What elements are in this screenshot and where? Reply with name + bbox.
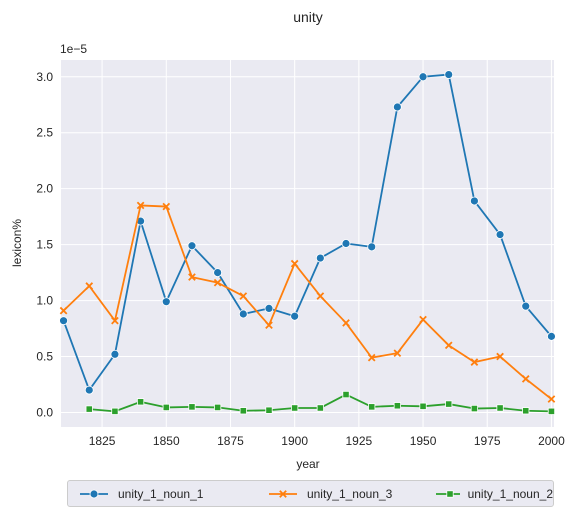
legend-label: unity_1_noun_1	[118, 486, 204, 501]
data-point	[85, 405, 93, 413]
data-point	[547, 407, 556, 415]
legend-item: unity_1_noun_2	[434, 481, 553, 506]
legend-swatch	[436, 489, 460, 498]
data-point	[341, 239, 351, 248]
data-point	[214, 403, 222, 412]
x-tick-label: 1825	[89, 434, 116, 448]
data-point	[213, 268, 223, 277]
data-point	[393, 349, 402, 357]
x-tick-label: 1950	[410, 434, 437, 448]
data-point	[110, 349, 120, 359]
data-point	[136, 201, 145, 210]
y-tick-label: 1.5	[36, 238, 53, 252]
legend-item: unity_1_noun_1	[68, 481, 267, 506]
data-point	[265, 406, 273, 414]
data-point	[188, 403, 196, 411]
y-axis-label: lexicon%	[10, 219, 24, 267]
data-point	[59, 316, 68, 326]
data-point	[290, 311, 300, 321]
data-point	[547, 395, 556, 403]
data-point	[111, 316, 119, 325]
data-point	[392, 102, 402, 112]
data-point	[316, 404, 324, 412]
data-point	[238, 309, 248, 319]
data-point	[547, 331, 556, 341]
data-point	[445, 400, 453, 408]
y-tick-label: 3.0	[36, 70, 53, 84]
data-point	[470, 196, 479, 206]
data-point	[444, 70, 454, 79]
legend-swatch	[268, 489, 297, 498]
data-point	[161, 297, 171, 307]
x-tick-label: 2000	[538, 434, 565, 448]
data-point	[188, 273, 196, 281]
x-axis-label: year	[296, 457, 319, 471]
y-tick-label: 0.5	[36, 350, 53, 364]
data-point	[316, 292, 325, 300]
legend-label: unity_1_noun_2	[467, 486, 553, 501]
data-point	[264, 303, 274, 313]
data-point	[393, 402, 401, 410]
data-point	[290, 259, 299, 268]
y-tick-label: 0.0	[36, 405, 53, 419]
data-point	[367, 242, 377, 252]
data-point	[521, 375, 530, 383]
data-point	[496, 404, 504, 412]
x-tick-label: 1925	[346, 434, 373, 448]
data-point	[187, 241, 197, 251]
legend-marker	[279, 489, 287, 498]
x-tick-label: 1900	[281, 434, 308, 448]
legend-marker	[89, 489, 99, 498]
data-point	[213, 278, 222, 287]
data-point	[265, 321, 273, 330]
legend: unity_1_noun_1 unity_1_noun_3 unity_1_noun…	[67, 480, 554, 507]
data-point	[59, 306, 68, 315]
data-point	[162, 202, 171, 211]
data-point	[495, 230, 505, 239]
data-point	[522, 407, 530, 415]
legend-marker	[446, 489, 454, 498]
x-tick-label: 1850	[153, 434, 180, 448]
x-tick-label: 1875	[217, 434, 244, 448]
data-point	[470, 358, 479, 366]
data-point	[162, 403, 170, 412]
data-point	[136, 398, 145, 406]
data-point	[419, 402, 427, 410]
data-point	[239, 292, 248, 300]
data-point	[521, 301, 531, 311]
data-point	[84, 385, 94, 395]
series-line	[62, 204, 552, 400]
data-point	[239, 407, 247, 415]
data-point	[368, 403, 376, 411]
data-point	[367, 353, 376, 362]
data-point	[111, 407, 119, 415]
data-point	[291, 404, 299, 412]
data-point	[315, 253, 325, 263]
y-tick-label: 2.0	[36, 182, 53, 196]
series-layer	[59, 70, 556, 415]
legend-item: unity_1_noun_3	[267, 481, 434, 506]
data-point	[342, 319, 350, 327]
series-unity_1_noun_1	[59, 70, 556, 395]
data-point	[496, 352, 504, 361]
data-point	[342, 390, 350, 399]
plot-area	[61, 60, 554, 427]
legend-swatch	[80, 489, 108, 498]
data-point	[470, 404, 479, 413]
data-point	[85, 282, 94, 290]
data-point	[444, 341, 453, 350]
series-unity_1_noun_2	[85, 390, 556, 415]
y-tick-label: 1.0	[36, 294, 53, 308]
legend-label: unity_1_noun_3	[306, 486, 393, 501]
y-axis-offset-text: 1e−5	[60, 42, 87, 56]
data-point	[418, 72, 428, 82]
x-tick-label: 1975	[474, 434, 501, 448]
series-line	[62, 73, 553, 391]
y-tick-label: 2.5	[36, 126, 53, 140]
tick-labels: 1825 1850 1875 1900 1925 1950 1975 2000 0.0 0.5 1.…	[36, 70, 565, 448]
chart-title: unity	[293, 9, 323, 25]
series-unity_1_noun_3	[59, 201, 556, 403]
data-point	[419, 315, 427, 324]
